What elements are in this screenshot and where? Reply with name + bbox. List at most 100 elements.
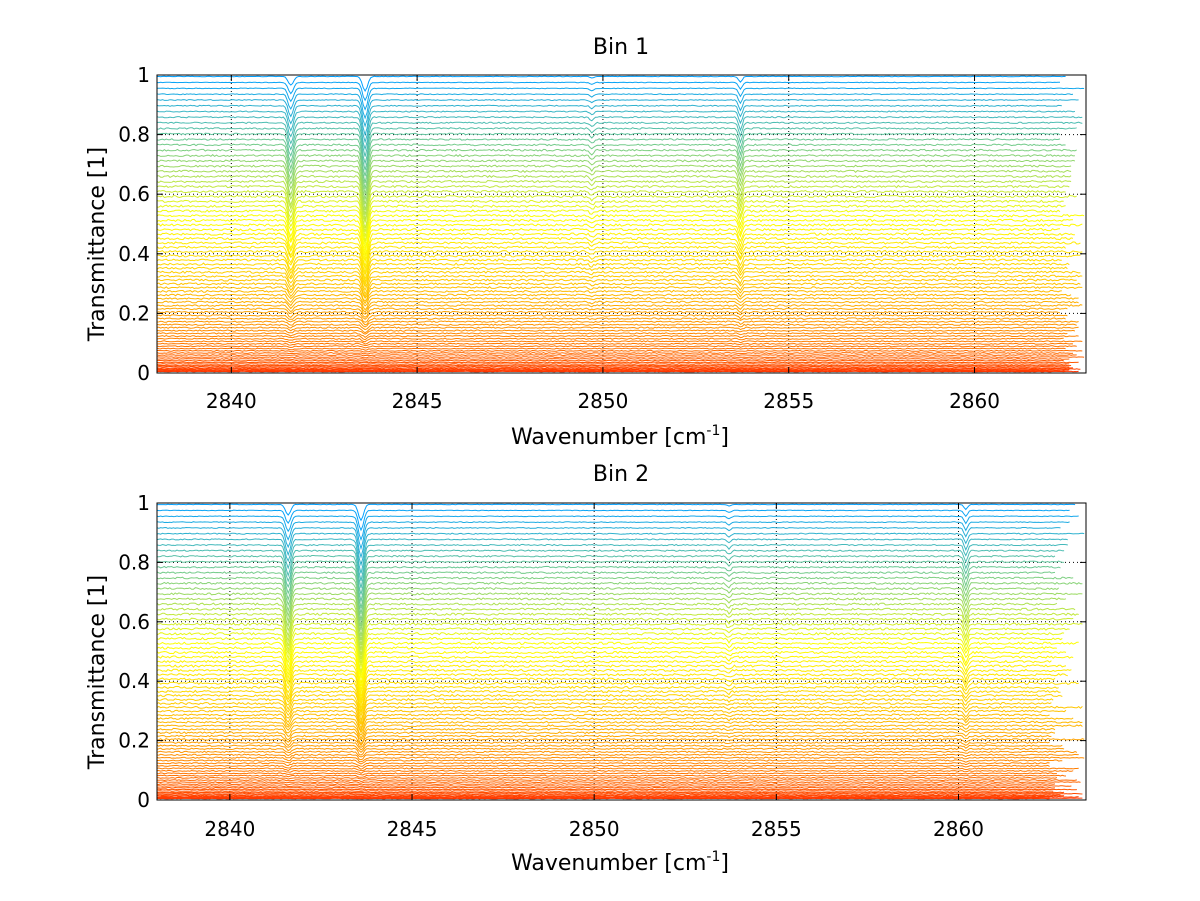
series-line (156, 345, 1077, 349)
series-line (156, 772, 1057, 776)
series-line (156, 762, 1050, 767)
series-line (156, 794, 1061, 796)
series-line (156, 717, 1074, 734)
series-line (156, 713, 1050, 732)
series-line (156, 138, 1061, 177)
series-line (156, 627, 1070, 667)
series-line (156, 538, 1068, 574)
series-line (156, 266, 1068, 288)
y-axis-label: Transmittance [1] (85, 575, 110, 770)
series-line (157, 349, 1083, 353)
series-line (156, 641, 1079, 679)
series-line (156, 701, 1052, 725)
series-line (156, 693, 1063, 718)
series-line (156, 332, 1068, 339)
series-line (157, 759, 1063, 765)
series-line (156, 356, 1085, 359)
series-line (156, 323, 1077, 331)
series-line (156, 241, 1081, 271)
series-line (156, 334, 1079, 341)
series-line (156, 127, 1077, 166)
series-line (156, 194, 1077, 232)
series-line (156, 213, 1085, 250)
series-line (157, 776, 1058, 780)
x-tick-label: 2860 (949, 389, 1000, 413)
series-line (156, 597, 1067, 641)
y-tick-label: 1 (137, 63, 150, 87)
series-line (156, 254, 1081, 280)
series-line (156, 617, 1074, 660)
series-line (156, 650, 1067, 687)
series-line (156, 358, 1070, 361)
series-line (156, 232, 1075, 263)
series-line (156, 673, 1068, 704)
x-tick-label: 2855 (763, 389, 814, 413)
series-line (156, 727, 1056, 741)
series-line (156, 116, 1083, 151)
x-axis-label: Wavenumber [cm-1] (511, 423, 729, 450)
series-lines (156, 75, 1085, 373)
y-tick-label: 0.4 (118, 669, 150, 693)
series-line (157, 317, 1066, 326)
series-line (156, 587, 1060, 631)
series-line (156, 526, 1061, 559)
x-axis-label: Wavenumber [cm-1] (511, 849, 729, 876)
series-line (156, 779, 1077, 783)
series-line (156, 249, 1083, 277)
series-line (156, 262, 1070, 287)
series-line (156, 87, 1085, 111)
series-line (156, 236, 1074, 268)
series-line (156, 286, 1083, 302)
series-line (156, 655, 1074, 690)
series-line (156, 612, 1079, 655)
series-line (156, 132, 1061, 171)
series-line (156, 199, 1064, 237)
series-line (156, 659, 1052, 695)
series-line (156, 515, 1079, 541)
series-line (156, 258, 1062, 284)
series-line (156, 223, 1083, 257)
series-line (156, 304, 1083, 315)
y-tick-label: 0.8 (118, 123, 150, 147)
series-line (156, 781, 1081, 784)
x-tick-label: 2855 (751, 817, 802, 841)
series-line (156, 769, 1074, 775)
series-line (156, 622, 1083, 664)
series-line (156, 310, 1061, 320)
series-line (156, 245, 1066, 274)
series-line (157, 796, 1079, 798)
axes-box (156, 502, 1087, 801)
series-line (156, 293, 1072, 307)
series-line (156, 363, 1070, 365)
series-line (156, 677, 1056, 707)
series-line (156, 664, 1067, 697)
chart-panel-bin-1: Bin 1 2840 2845 2850 2855 2860 0 0.2 0.4 0.6 0.8 1… (85, 35, 1087, 450)
series-line (156, 159, 1076, 200)
series-line (156, 169, 1072, 211)
y-tick-label: 0 (137, 788, 150, 812)
series-line (156, 724, 1083, 740)
series-line (156, 689, 1061, 715)
series-line (156, 543, 1068, 582)
series-line (156, 747, 1065, 756)
series-line (156, 368, 1081, 370)
series-line (156, 756, 1085, 763)
series-line (157, 592, 1083, 636)
series-line (156, 314, 1068, 323)
series-line (156, 705, 1083, 726)
series-line (157, 75, 1066, 93)
ticks: 2840 2845 2850 2855 2860 0 0.2 0.4 0.6 0.8 1 (118, 63, 1086, 413)
x-tick-label: 2840 (204, 817, 255, 841)
series-line (156, 790, 1054, 792)
series-line (156, 631, 1065, 672)
y-tick-label: 0.2 (118, 729, 150, 753)
series-line (156, 209, 1061, 246)
series-line (156, 750, 1078, 758)
y-tick-label: 0.6 (118, 182, 150, 206)
series-line (156, 174, 1072, 215)
series-line (157, 774, 1067, 778)
series-line (156, 636, 1063, 677)
y-tick-label: 0 (137, 361, 150, 385)
series-line (156, 352, 1074, 355)
